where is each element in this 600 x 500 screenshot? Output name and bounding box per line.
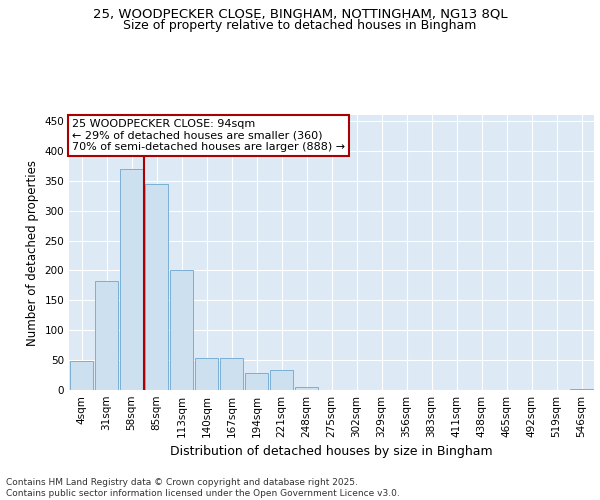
Y-axis label: Number of detached properties: Number of detached properties: [26, 160, 39, 346]
X-axis label: Distribution of detached houses by size in Bingham: Distribution of detached houses by size …: [170, 446, 493, 458]
Bar: [245, 374, 268, 390]
Text: Contains HM Land Registry data © Crown copyright and database right 2025.
Contai: Contains HM Land Registry data © Crown c…: [6, 478, 400, 498]
Bar: [120, 169, 143, 390]
Bar: [170, 270, 193, 390]
Bar: [95, 280, 118, 390]
Bar: [270, 370, 293, 390]
Text: Size of property relative to detached houses in Bingham: Size of property relative to detached ho…: [124, 19, 476, 32]
Text: 25, WOODPECKER CLOSE, BINGHAM, NOTTINGHAM, NG13 8QL: 25, WOODPECKER CLOSE, BINGHAM, NOTTINGHA…: [92, 8, 508, 20]
Text: 25 WOODPECKER CLOSE: 94sqm
← 29% of detached houses are smaller (360)
70% of sem: 25 WOODPECKER CLOSE: 94sqm ← 29% of deta…: [71, 119, 345, 152]
Bar: [220, 358, 243, 390]
Bar: [195, 358, 218, 390]
Bar: [70, 360, 93, 390]
Bar: [295, 387, 318, 390]
Bar: [145, 184, 168, 390]
